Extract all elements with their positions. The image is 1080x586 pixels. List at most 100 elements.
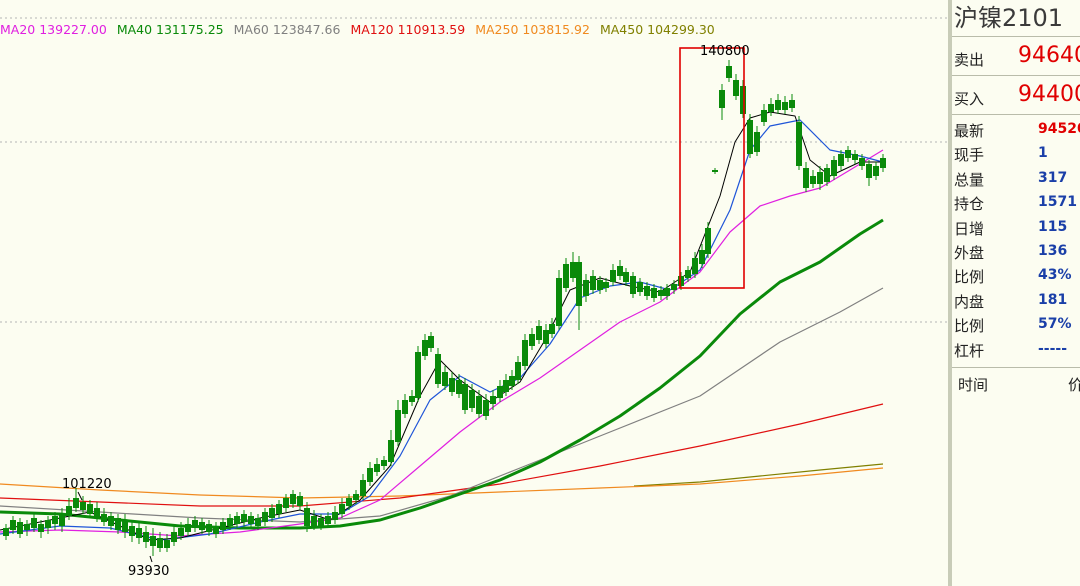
candle[interactable]: [304, 502, 310, 532]
candle[interactable]: [17, 518, 23, 538]
candle[interactable]: [671, 280, 677, 294]
candle[interactable]: [651, 284, 657, 302]
candle[interactable]: [199, 518, 205, 534]
candle[interactable]: [529, 328, 535, 350]
candle[interactable]: [483, 394, 489, 420]
candle[interactable]: [617, 260, 623, 280]
candle[interactable]: [31, 514, 37, 532]
candle[interactable]: [817, 166, 823, 190]
candle[interactable]: [353, 490, 359, 504]
candle[interactable]: [803, 162, 809, 192]
candle[interactable]: [449, 372, 455, 396]
kline-chart[interactable]: 140800 101220 93930 MA20 139227.00 MA40 131…: [0, 0, 948, 586]
candle[interactable]: [623, 268, 629, 286]
candle[interactable]: [318, 514, 324, 530]
candle[interactable]: [859, 154, 865, 170]
candle[interactable]: [692, 252, 698, 278]
candle[interactable]: [192, 516, 198, 532]
candle[interactable]: [845, 146, 851, 162]
candle[interactable]: [509, 370, 515, 390]
candle[interactable]: [381, 456, 387, 470]
candle[interactable]: [220, 518, 226, 534]
candle[interactable]: [490, 390, 496, 410]
candle[interactable]: [374, 458, 380, 476]
candle[interactable]: [409, 390, 415, 406]
candle[interactable]: [122, 514, 128, 538]
candle[interactable]: [94, 502, 100, 522]
candle[interactable]: [536, 320, 542, 344]
candle[interactable]: [838, 150, 844, 170]
candle[interactable]: [38, 520, 44, 538]
candle[interactable]: [852, 150, 858, 164]
candle[interactable]: [101, 508, 107, 526]
candle[interactable]: [678, 272, 684, 290]
candle[interactable]: [469, 384, 475, 412]
candle[interactable]: [360, 474, 366, 500]
candle[interactable]: [339, 498, 345, 518]
candle[interactable]: [269, 504, 275, 522]
candle[interactable]: [73, 488, 79, 512]
candle[interactable]: [388, 430, 394, 466]
candle[interactable]: [150, 528, 156, 556]
candle[interactable]: [290, 490, 296, 508]
candle[interactable]: [185, 518, 191, 536]
candle[interactable]: [761, 104, 767, 126]
candle[interactable]: [157, 532, 163, 552]
candle[interactable]: [610, 264, 616, 286]
candle[interactable]: [415, 346, 421, 402]
candle[interactable]: [603, 278, 609, 292]
candle[interactable]: [726, 60, 732, 82]
candle[interactable]: [712, 168, 718, 174]
candle[interactable]: [658, 286, 664, 300]
candle[interactable]: [747, 114, 753, 158]
candle[interactable]: [171, 526, 177, 546]
candle[interactable]: [402, 394, 408, 418]
candle[interactable]: [66, 498, 72, 520]
candle[interactable]: [178, 522, 184, 540]
candle[interactable]: [234, 512, 240, 528]
candle[interactable]: [59, 508, 65, 532]
candle[interactable]: [346, 494, 352, 510]
candle[interactable]: [810, 170, 816, 188]
candle[interactable]: [570, 252, 576, 282]
candle[interactable]: [597, 276, 603, 294]
candle[interactable]: [227, 514, 233, 530]
candle[interactable]: [515, 356, 521, 384]
candle[interactable]: [556, 270, 562, 330]
candle[interactable]: [476, 390, 482, 418]
candle[interactable]: [549, 318, 555, 338]
candle[interactable]: [754, 126, 760, 156]
candle[interactable]: [143, 526, 149, 548]
candlesticks[interactable]: [3, 60, 886, 556]
candle[interactable]: [3, 524, 9, 540]
candle[interactable]: [733, 74, 739, 100]
candle[interactable]: [24, 520, 30, 536]
kline-svg[interactable]: 140800 101220 93930: [0, 0, 948, 586]
candle[interactable]: [630, 272, 636, 298]
candle[interactable]: [108, 512, 114, 530]
candle[interactable]: [367, 462, 373, 486]
candle[interactable]: [782, 96, 788, 114]
candle[interactable]: [80, 496, 86, 514]
candle[interactable]: [435, 348, 441, 388]
candle[interactable]: [129, 520, 135, 542]
candle[interactable]: [276, 500, 282, 518]
candle[interactable]: [685, 266, 691, 282]
candle[interactable]: [880, 154, 886, 172]
candle[interactable]: [873, 162, 879, 180]
candle[interactable]: [866, 160, 872, 186]
candle[interactable]: [583, 274, 589, 302]
candle[interactable]: [248, 512, 254, 528]
candle[interactable]: [576, 256, 582, 330]
candle[interactable]: [456, 374, 462, 398]
candle[interactable]: [462, 378, 468, 414]
candle[interactable]: [644, 282, 650, 300]
candle[interactable]: [442, 366, 448, 390]
candle[interactable]: [824, 164, 830, 186]
candle[interactable]: [395, 400, 401, 446]
candle[interactable]: [325, 512, 331, 528]
candle[interactable]: [699, 244, 705, 268]
candle[interactable]: [45, 516, 51, 534]
candle[interactable]: [262, 508, 268, 526]
candle[interactable]: [428, 332, 434, 352]
